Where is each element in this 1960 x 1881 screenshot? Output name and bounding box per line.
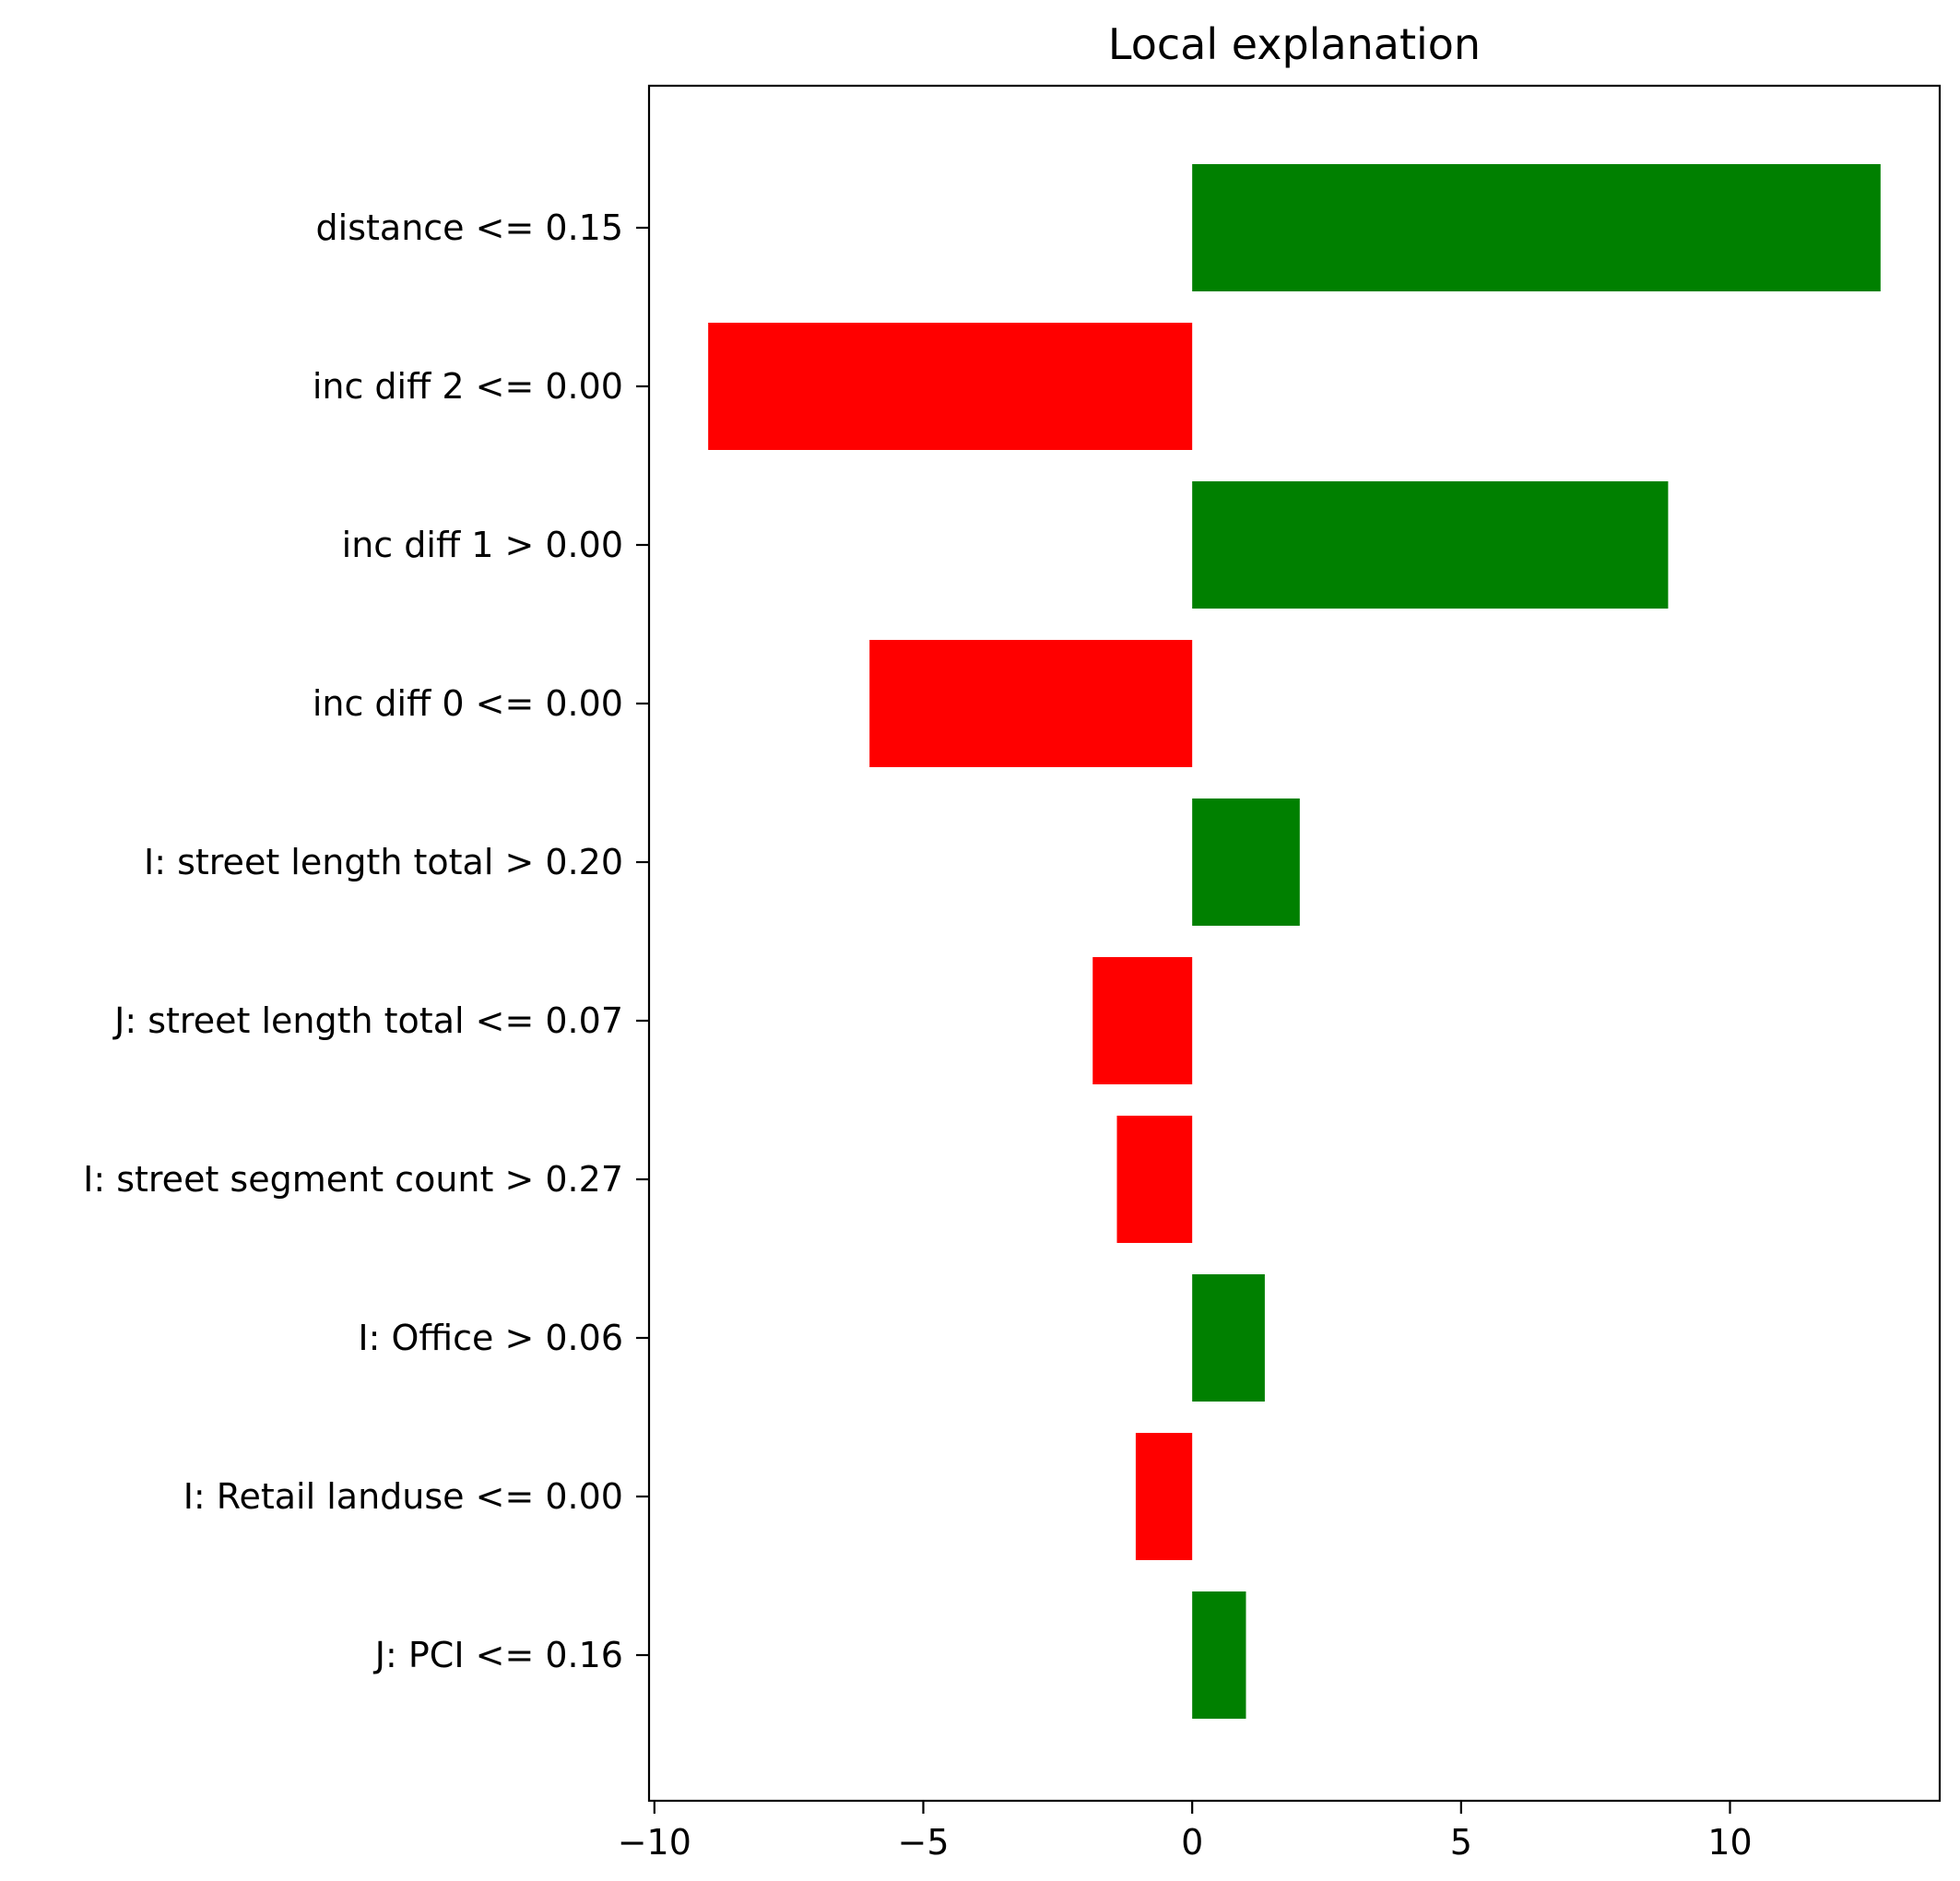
bars-layer <box>708 164 1881 1719</box>
bar-6 <box>1092 957 1193 1084</box>
y-tick-label: I: street length total > 0.20 <box>144 842 623 882</box>
y-tick-label: inc diff 2 <= 0.00 <box>313 366 623 407</box>
x-tick-label: −10 <box>618 1822 691 1863</box>
y-tick-label: J: street length total <= 0.07 <box>112 1000 623 1041</box>
y-tick-label: distance <= 0.15 <box>316 207 623 248</box>
bar-5 <box>1192 799 1300 926</box>
y-tick-label: J: PCI <= 0.16 <box>373 1635 623 1675</box>
x-tick-label: 0 <box>1181 1822 1203 1863</box>
bar-1 <box>1192 164 1881 291</box>
y-tick-label: inc diff 1 > 0.00 <box>342 525 623 565</box>
bar-7 <box>1116 1116 1193 1243</box>
bar-8 <box>1192 1274 1265 1402</box>
x-tick-label: 5 <box>1450 1822 1472 1863</box>
bar-4 <box>869 640 1193 767</box>
y-tick-label: I: Office > 0.06 <box>358 1318 623 1358</box>
y-tick-label: inc diff 0 <= 0.00 <box>313 683 623 724</box>
y-tick-label: I: street segment count > 0.27 <box>83 1159 623 1200</box>
x-tick-label: 10 <box>1707 1822 1752 1863</box>
y-axis: distance <= 0.15 inc diff 2 <= 0.00 inc di… <box>83 207 649 1675</box>
bar-2 <box>708 323 1193 450</box>
bar-9 <box>1135 1433 1193 1560</box>
bar-3 <box>1192 481 1669 609</box>
x-axis: −10 −5 0 5 10 <box>618 1801 1753 1863</box>
plot-area-frame <box>647 84 1942 1803</box>
x-tick-label: −5 <box>897 1822 949 1863</box>
bar-10 <box>1192 1591 1246 1719</box>
chart-title: Local explanation <box>1108 19 1481 69</box>
y-tick-label: I: Retail landuse <= 0.00 <box>183 1476 623 1517</box>
